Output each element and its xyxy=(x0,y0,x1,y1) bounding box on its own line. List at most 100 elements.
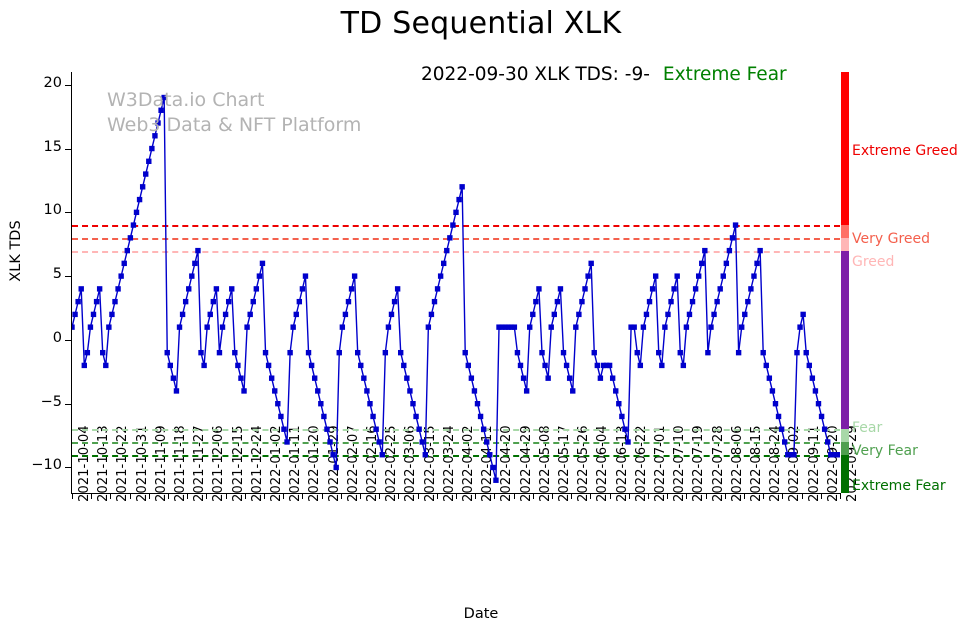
series-marker xyxy=(112,298,118,305)
series-marker xyxy=(566,375,573,381)
series-marker xyxy=(505,324,511,330)
series-marker xyxy=(625,439,631,445)
series-marker xyxy=(401,362,407,369)
series-marker xyxy=(686,311,693,318)
series-marker xyxy=(530,311,536,318)
series-marker xyxy=(631,324,637,330)
series-marker xyxy=(318,401,324,407)
series-marker xyxy=(499,324,505,330)
series-marker xyxy=(219,324,226,330)
series-marker xyxy=(471,388,478,394)
series-marker xyxy=(609,375,616,381)
series-marker xyxy=(557,286,564,292)
x-tick-mark xyxy=(744,494,745,499)
series-marker xyxy=(155,120,161,126)
series-marker xyxy=(302,273,309,279)
gauge-segment-extreme-greed xyxy=(841,72,849,226)
y-tick-label--5: −5 xyxy=(40,393,62,410)
series-marker xyxy=(330,452,336,458)
series-marker xyxy=(695,273,702,279)
series-marker xyxy=(186,286,192,292)
y-tick-label-0: 0 xyxy=(52,329,62,346)
y-tick-mark xyxy=(65,148,71,150)
series-marker xyxy=(837,452,840,458)
series-marker xyxy=(576,311,582,318)
x-tick-mark xyxy=(801,494,803,499)
x-tick-mark xyxy=(283,494,285,499)
series-marker xyxy=(622,426,628,432)
y-tick-label-5: 5 xyxy=(52,266,62,283)
series-marker xyxy=(158,107,164,113)
series-marker xyxy=(130,222,137,228)
series-marker xyxy=(327,439,333,445)
series-marker xyxy=(677,349,683,356)
series-marker xyxy=(477,413,484,420)
x-tick-mark xyxy=(782,494,784,499)
series-marker xyxy=(143,171,149,177)
x-tick-mark xyxy=(590,494,592,499)
series-marker xyxy=(484,439,490,445)
series-marker xyxy=(189,273,195,279)
gauge-segment-extreme-fear xyxy=(841,454,849,493)
series-marker xyxy=(745,298,751,305)
series-marker xyxy=(290,324,296,330)
x-tick-mark xyxy=(225,494,227,499)
x-tick-mark xyxy=(72,494,73,499)
series-marker xyxy=(296,298,303,305)
gauge-segment-greed xyxy=(841,237,849,251)
x-tick-mark xyxy=(705,494,707,499)
series-marker xyxy=(96,286,103,292)
x-tick-mark xyxy=(686,494,688,499)
series-marker xyxy=(394,286,401,292)
series-marker xyxy=(299,286,306,292)
series-marker xyxy=(385,324,392,330)
series-marker xyxy=(628,324,634,330)
x-tick-mark xyxy=(552,494,553,499)
series-marker xyxy=(351,273,358,279)
series-marker xyxy=(441,260,447,267)
series-marker xyxy=(413,413,419,420)
series-marker xyxy=(210,298,217,305)
x-tick-mark xyxy=(379,494,381,499)
series-marker xyxy=(201,362,207,369)
series-marker xyxy=(794,349,800,356)
gauge-label-extreme-greed: Extreme Greed xyxy=(852,143,958,160)
series-marker xyxy=(527,324,533,330)
series-marker xyxy=(788,452,794,458)
series-marker xyxy=(305,349,312,356)
x-tick-mark xyxy=(648,494,649,499)
series-marker xyxy=(766,375,773,381)
series-marker xyxy=(139,184,146,190)
series-marker xyxy=(410,401,416,407)
series-marker xyxy=(170,375,177,381)
series-marker xyxy=(763,362,769,369)
series-marker xyxy=(714,298,720,305)
series-marker xyxy=(671,286,677,292)
x-tick-mark xyxy=(398,494,400,499)
series-marker xyxy=(195,247,201,254)
x-tick-mark xyxy=(168,494,169,499)
series-marker xyxy=(256,273,263,279)
series-marker xyxy=(523,388,530,394)
y-axis-tick-labels: 20 15 10 5 0 −5 −10 xyxy=(0,0,62,633)
series-marker xyxy=(591,349,597,356)
series-marker xyxy=(262,349,269,356)
series-marker xyxy=(207,311,213,318)
gauge-segment-very-fear xyxy=(841,441,849,455)
series-marker xyxy=(90,311,97,318)
series-marker xyxy=(723,260,730,267)
x-tick-mark xyxy=(820,494,822,499)
series-marker xyxy=(603,362,610,369)
series-marker xyxy=(803,349,809,356)
series-marker xyxy=(772,401,779,407)
series-marker xyxy=(447,235,453,241)
threshold-line-very-fear xyxy=(72,441,840,444)
series-marker xyxy=(554,298,561,305)
series-marker xyxy=(176,324,183,330)
series-marker xyxy=(459,184,465,190)
series-marker xyxy=(662,324,668,330)
series-marker xyxy=(118,273,124,279)
series-marker xyxy=(496,324,502,330)
series-marker xyxy=(815,401,822,407)
x-tick-mark xyxy=(321,494,323,499)
